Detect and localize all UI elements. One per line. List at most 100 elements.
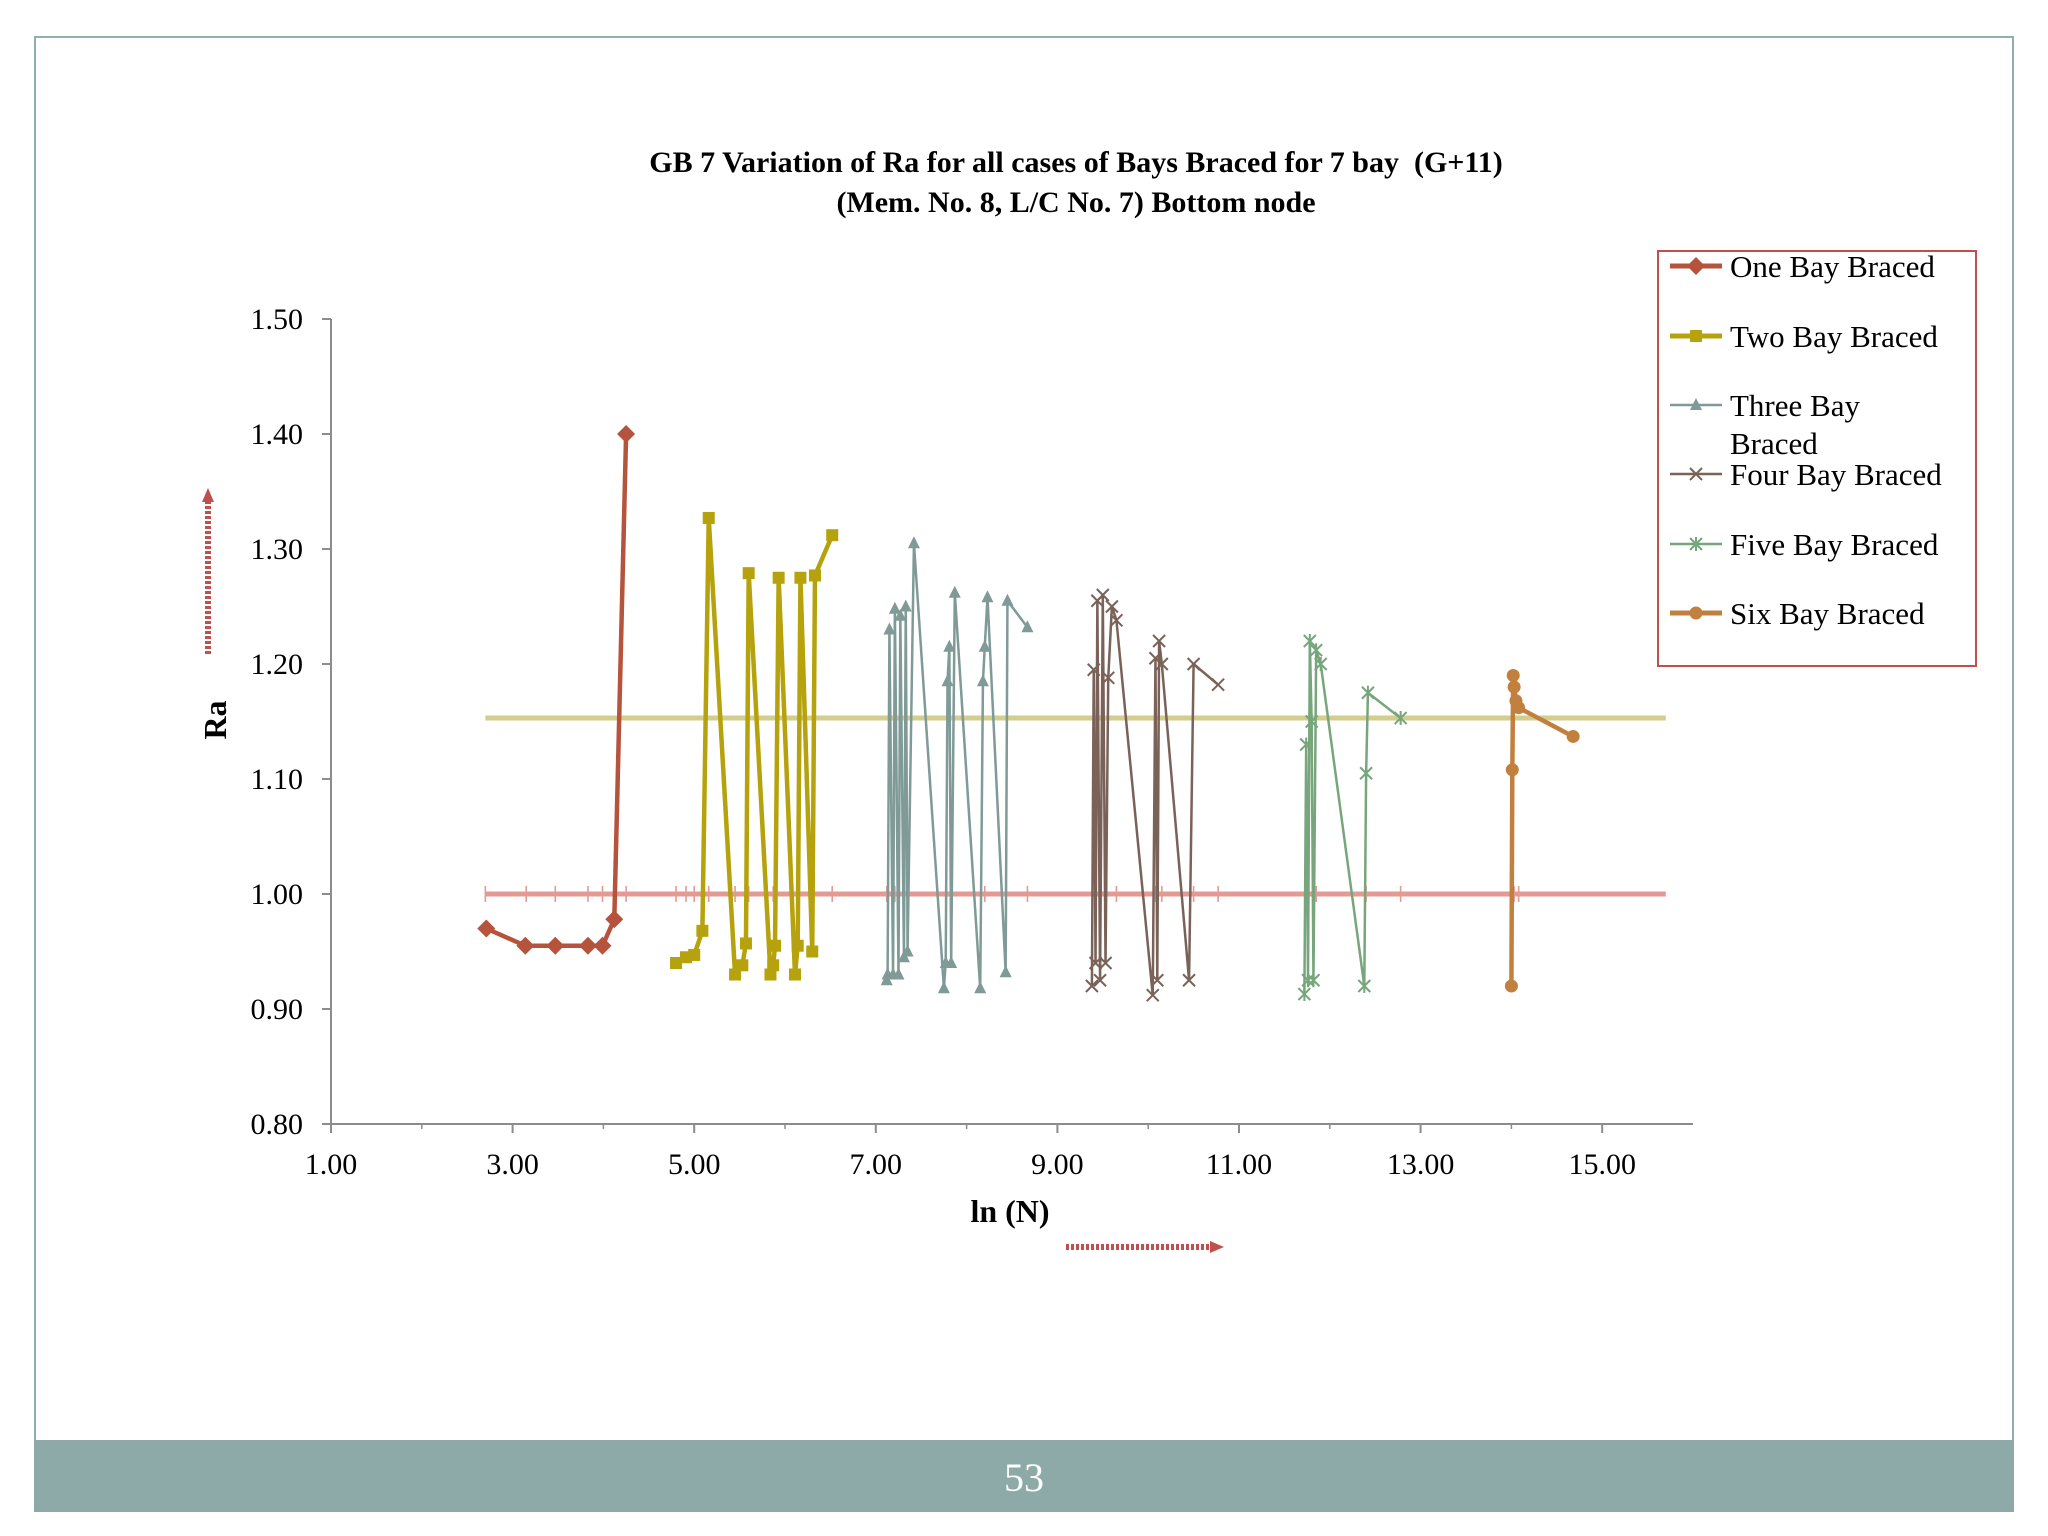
series-line [1509, 673, 1575, 987]
data-point [943, 639, 956, 652]
data-point [736, 959, 749, 972]
data-point [981, 590, 994, 603]
series-one-bay-braced [477, 425, 636, 955]
series-line [885, 542, 1029, 990]
data-point [617, 425, 636, 443]
legend-entry-four-bay-braced: Four Bay Braced [1670, 457, 1942, 492]
data-point [546, 936, 565, 955]
data-point [1150, 973, 1164, 987]
legend-entry-five-bay-braced: Five Bay Braced [1670, 527, 1939, 562]
series-five-bay-braced [1297, 634, 1408, 1002]
data-point [1182, 973, 1196, 987]
x-tick-label: 3.00 [486, 1148, 539, 1181]
y-tick-label: 1.30 [251, 533, 304, 566]
data-point [791, 939, 804, 952]
series-three-bay-braced [880, 536, 1034, 994]
series-line [674, 515, 835, 977]
data-point [605, 910, 624, 929]
data-point [578, 936, 597, 955]
data-point [1393, 711, 1408, 726]
data-point [696, 924, 709, 937]
data-point [976, 674, 989, 687]
data-point [1314, 657, 1328, 671]
data-point [1361, 685, 1375, 700]
legend-label: Four Bay Braced [1730, 457, 1942, 492]
data-point [907, 536, 920, 549]
data-point [1087, 663, 1101, 677]
data-point [1359, 766, 1373, 781]
x-direction-arrow [1066, 1241, 1224, 1253]
data-point [1021, 620, 1034, 633]
data-point [1096, 588, 1110, 602]
data-point [1152, 634, 1166, 648]
data-point [948, 585, 961, 598]
y-axis-title: Ra [197, 700, 233, 739]
data-point [1306, 973, 1321, 988]
legend-label: Six Bay Braced [1730, 596, 1925, 631]
data-point [1303, 634, 1317, 648]
data-point [670, 957, 683, 969]
page-number: 53 [1004, 1455, 1044, 1500]
y-tick-label: 1.40 [251, 418, 304, 451]
legend-marker [1687, 257, 1705, 275]
legend-entry-three-bay-braced: Three Bay Braced [1670, 388, 1860, 461]
legend-label-continued: Braced [1730, 426, 1818, 461]
legend-entry-two-bay-braced: Two Bay Braced [1670, 319, 1938, 354]
data-point [1109, 613, 1124, 628]
x-tick-label: 15.00 [1568, 1148, 1636, 1181]
chart: GB 7 Variation of Ra for all cases of Ba… [197, 146, 1977, 1253]
legend-marker [1689, 537, 1703, 551]
data-point [1299, 737, 1313, 752]
data-point [1093, 973, 1107, 987]
data-point [808, 569, 821, 582]
data-point [888, 601, 901, 614]
data-point [1101, 671, 1115, 685]
y-tick-label: 1.20 [251, 648, 304, 681]
data-point [1507, 680, 1521, 694]
data-point [1146, 988, 1160, 1002]
y-tick-label: 0.90 [251, 993, 304, 1026]
legend-label: Three Bay [1730, 388, 1860, 423]
axes: 0.80 0.90 1.00 1.10 1.20 1.30 1.40 1.50 1.00 3.00… [251, 303, 1693, 1181]
data-point [1105, 599, 1119, 614]
x-tick-label: 5.00 [668, 1148, 721, 1181]
data-point [1357, 979, 1372, 993]
footer-bar [34, 1440, 2014, 1512]
legend-label: Five Bay Braced [1730, 527, 1939, 562]
data-point [729, 968, 742, 981]
x-axis-title: ln (N) [970, 1193, 1049, 1229]
data-point [901, 944, 914, 957]
series-line [485, 433, 629, 948]
data-point [1506, 669, 1520, 682]
legend-box [1657, 250, 1977, 667]
x-tick-label: 7.00 [850, 1148, 903, 1181]
data-point [1512, 701, 1526, 715]
data-point [764, 968, 777, 981]
data-point [899, 599, 912, 612]
data-point [767, 959, 780, 972]
x-tick-label: 1.00 [305, 1148, 358, 1181]
data-point [1098, 956, 1113, 970]
data-point [742, 567, 755, 580]
data-point [1211, 677, 1225, 692]
x-tick-label: 9.00 [1031, 1148, 1084, 1181]
data-point [788, 968, 801, 981]
data-point [1186, 657, 1201, 671]
x-tick-label: 11.00 [1206, 1148, 1272, 1181]
data-point [974, 981, 987, 994]
data-point [806, 945, 819, 958]
data-point [826, 529, 839, 542]
data-point [1085, 979, 1099, 993]
data-point [1088, 956, 1103, 970]
series-four-bay-braced [1085, 588, 1225, 1002]
legend-entry-six-bay-braced: Six Bay Braced [1670, 596, 1925, 631]
series-six-bay-braced [1504, 669, 1580, 993]
data-point [516, 936, 535, 955]
legend-label: One Bay Braced [1730, 249, 1935, 284]
legend-marker [1689, 467, 1703, 481]
y-tick-label: 1.10 [251, 763, 304, 796]
series-layer [477, 425, 1580, 1002]
data-point [772, 571, 785, 584]
data-point [1504, 979, 1518, 993]
data-point [1297, 987, 1312, 1002]
